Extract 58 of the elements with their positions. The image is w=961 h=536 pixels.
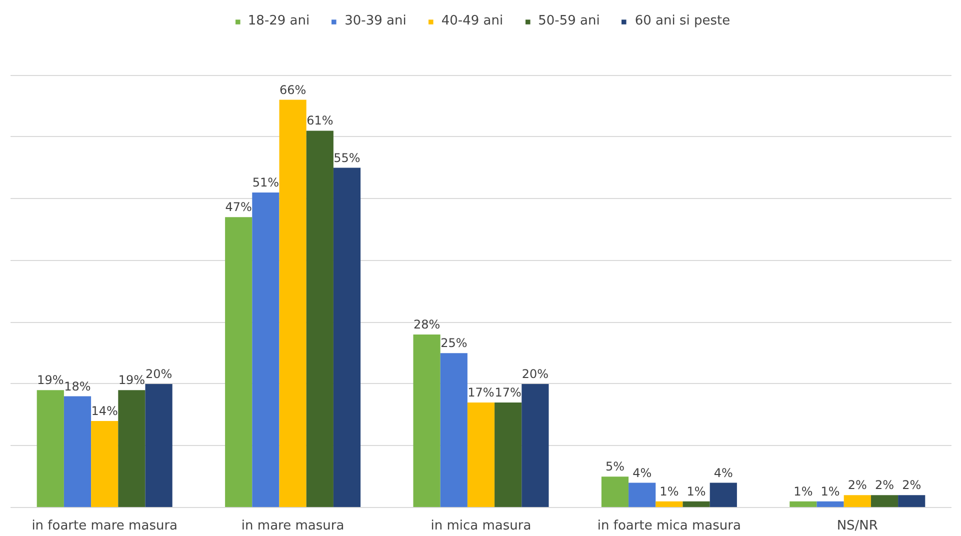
- legend-label: 60 ani si peste: [634, 14, 730, 28]
- data-label: 18%: [64, 379, 91, 394]
- data-label: 2%: [874, 478, 894, 492]
- bar: [306, 130, 334, 508]
- bar: [145, 384, 172, 508]
- bar: [710, 482, 737, 508]
- data-label: 1%: [686, 484, 706, 498]
- data-label: 2%: [848, 478, 867, 492]
- legend-label: 40-49 ani: [441, 14, 504, 28]
- data-label: 1%: [820, 484, 840, 498]
- bar: [522, 384, 549, 508]
- bar: [844, 495, 871, 508]
- bar: [870, 495, 898, 508]
- data-label: 4%: [714, 466, 733, 480]
- bar: [898, 495, 926, 508]
- data-label: 25%: [440, 336, 468, 350]
- data-label: 66%: [279, 82, 306, 97]
- data-label: 51%: [252, 175, 280, 190]
- data-label: 5%: [605, 460, 625, 474]
- data-label: 14%: [91, 404, 118, 418]
- bar: [628, 482, 656, 508]
- bar: [91, 421, 118, 508]
- bar: [64, 396, 92, 508]
- bar: [494, 402, 522, 508]
- data-label: 61%: [306, 114, 334, 128]
- x-tick-label: NS/NR: [836, 518, 878, 534]
- bar: [279, 100, 306, 508]
- x-tick-label: in foarte mica masura: [597, 518, 741, 534]
- bar: [118, 390, 146, 508]
- bar: [225, 217, 252, 508]
- data-label: 19%: [118, 373, 146, 388]
- bar: [252, 192, 280, 508]
- x-tick-label: in foarte mare masura: [32, 518, 178, 534]
- x-tick-label: in mica masura: [430, 518, 532, 534]
- data-label: 17%: [494, 385, 522, 400]
- legend-label: 50-59 ani: [538, 14, 600, 28]
- data-label: 1%: [660, 484, 679, 498]
- bar: [656, 501, 683, 508]
- bar: [333, 168, 361, 508]
- data-label: 2%: [902, 478, 922, 492]
- data-label: 19%: [37, 373, 64, 388]
- data-label: 1%: [794, 484, 813, 498]
- data-label: 4%: [632, 466, 652, 480]
- bar: [601, 476, 629, 508]
- data-label: 20%: [522, 366, 549, 381]
- x-tick-label: in mare masura: [241, 518, 344, 534]
- legend-label: 30-39 ani: [344, 14, 406, 28]
- data-label: 20%: [145, 366, 172, 381]
- legend-label: 18-29 ani: [248, 14, 310, 28]
- data-label: 28%: [413, 318, 440, 332]
- data-label: 17%: [468, 385, 494, 400]
- bar: [413, 334, 440, 508]
- bar: [467, 402, 495, 508]
- data-label: 55%: [334, 150, 360, 165]
- data-label: 47%: [225, 200, 252, 214]
- bar: [816, 501, 844, 508]
- bar: [440, 353, 468, 508]
- bar: [36, 390, 64, 508]
